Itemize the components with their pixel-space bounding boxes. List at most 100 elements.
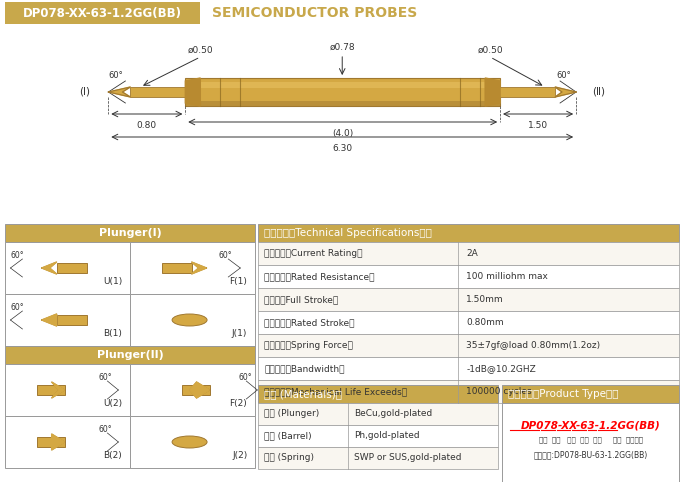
Bar: [185, 82, 500, 88]
Text: 60°: 60°: [11, 251, 24, 260]
Text: ø0.78: ø0.78: [330, 43, 355, 52]
Text: 0.80mm: 0.80mm: [466, 318, 504, 327]
Bar: [161, 263, 192, 273]
Text: 6.30: 6.30: [332, 144, 352, 153]
Bar: [259, 425, 498, 447]
Bar: [57, 263, 87, 273]
Text: (4.0): (4.0): [332, 129, 354, 138]
Bar: [5, 294, 131, 346]
Bar: [5, 416, 131, 468]
Ellipse shape: [172, 314, 207, 326]
Bar: [259, 242, 679, 265]
Text: 额定电阻（Rated Resistance）: 额定电阻（Rated Resistance）: [264, 272, 375, 281]
Text: 100 milliohm max: 100 milliohm max: [466, 272, 548, 281]
Bar: [181, 385, 209, 395]
Bar: [185, 78, 500, 106]
Polygon shape: [485, 78, 500, 106]
Text: 技术要求（Technical Specifications）：: 技术要求（Technical Specifications）：: [264, 228, 432, 238]
Bar: [131, 242, 255, 294]
Text: BeCu,gold-plated: BeCu,gold-plated: [354, 410, 432, 418]
Polygon shape: [42, 314, 57, 326]
Bar: [259, 288, 679, 311]
Text: 订购举例:DP078-BU-63-1.2GG(BB): 订购举例:DP078-BU-63-1.2GG(BB): [534, 451, 648, 459]
Text: Ph,gold-plated: Ph,gold-plated: [354, 431, 420, 441]
Text: 1.50mm: 1.50mm: [466, 295, 504, 304]
Text: F(1): F(1): [229, 277, 248, 286]
Text: J(2): J(2): [232, 451, 248, 460]
Polygon shape: [52, 434, 65, 450]
Text: 频率带宽（Bandwidth）: 频率带宽（Bandwidth）: [264, 364, 345, 373]
Bar: [5, 346, 255, 364]
Text: U(2): U(2): [103, 399, 122, 408]
Bar: [485, 87, 555, 97]
Text: J(1): J(1): [232, 329, 248, 338]
Bar: [259, 357, 679, 380]
Text: (Ⅱ): (Ⅱ): [592, 87, 605, 97]
Text: SWP or SUS,gold-plated: SWP or SUS,gold-plated: [354, 454, 462, 463]
Bar: [5, 2, 200, 24]
Bar: [5, 224, 255, 242]
Text: ø0.50: ø0.50: [187, 46, 213, 55]
Polygon shape: [189, 382, 209, 398]
Text: 额定电流（Current Rating）: 额定电流（Current Rating）: [264, 249, 363, 258]
Text: 材质 (Materials)：: 材质 (Materials)：: [264, 389, 342, 399]
Text: 1.50: 1.50: [528, 121, 548, 130]
Text: 针管 (Barrel): 针管 (Barrel): [264, 431, 312, 441]
Text: 弹簧 (Spring): 弹簧 (Spring): [264, 454, 314, 463]
Bar: [5, 364, 131, 416]
Bar: [259, 403, 498, 425]
Bar: [259, 447, 498, 469]
Bar: [259, 380, 679, 403]
Bar: [5, 242, 131, 294]
Bar: [131, 294, 255, 346]
Bar: [502, 385, 679, 403]
Text: ø0.50: ø0.50: [477, 46, 503, 55]
Text: 60°: 60°: [11, 303, 24, 312]
Text: F(2): F(2): [230, 399, 248, 408]
Bar: [57, 315, 87, 325]
Text: Plunger(II): Plunger(II): [97, 350, 163, 360]
Text: 额定行程（Rated Stroke）: 额定行程（Rated Stroke）: [264, 318, 355, 327]
Text: 系列  规格   头型  总长  弹力     镀金  针头材质: 系列 规格 头型 总长 弹力 镀金 针头材质: [538, 437, 642, 443]
Bar: [185, 101, 500, 106]
Bar: [131, 87, 200, 97]
Text: 60°: 60°: [218, 251, 232, 260]
Text: 60°: 60°: [98, 373, 112, 382]
Text: DP078-XX-63-1.2GG(BB): DP078-XX-63-1.2GG(BB): [521, 420, 661, 430]
Bar: [259, 385, 498, 403]
Bar: [259, 265, 679, 288]
Text: 100000 cycles: 100000 cycles: [466, 387, 531, 396]
Text: (Ⅰ): (Ⅰ): [79, 87, 90, 97]
Bar: [131, 364, 255, 416]
Polygon shape: [42, 262, 57, 274]
Polygon shape: [555, 87, 576, 97]
Polygon shape: [192, 262, 207, 274]
Text: 测试寿命（Mechanical Life Exceeds）: 测试寿命（Mechanical Life Exceeds）: [264, 387, 408, 396]
Bar: [131, 416, 255, 468]
Text: 成品型号（Product Type）：: 成品型号（Product Type）：: [508, 389, 618, 399]
Bar: [259, 224, 679, 242]
Bar: [259, 311, 679, 334]
Polygon shape: [185, 78, 200, 106]
Text: 满行程（Full Stroke）: 满行程（Full Stroke）: [264, 295, 339, 304]
Ellipse shape: [172, 436, 207, 448]
Bar: [37, 437, 65, 447]
Text: SEMICONDUCTOR PROBES: SEMICONDUCTOR PROBES: [212, 6, 417, 20]
Polygon shape: [108, 87, 131, 97]
Text: 60°: 60°: [98, 425, 112, 434]
Bar: [37, 385, 65, 395]
Text: 60°: 60°: [239, 373, 252, 382]
Text: Plunger(I): Plunger(I): [99, 228, 161, 238]
Text: 60°: 60°: [108, 71, 122, 80]
Text: DP078-XX-63-1.2GG(BB): DP078-XX-63-1.2GG(BB): [23, 6, 182, 19]
Text: B(2): B(2): [103, 451, 122, 460]
Bar: [502, 403, 679, 482]
Text: B(1): B(1): [103, 329, 122, 338]
Bar: [259, 334, 679, 357]
Text: U(1): U(1): [103, 277, 122, 286]
Text: 35±7gf@load 0.80mm(1.2oz): 35±7gf@load 0.80mm(1.2oz): [466, 341, 601, 350]
Text: 60°: 60°: [557, 71, 571, 80]
Text: -1dB@10.2GHZ: -1dB@10.2GHZ: [466, 364, 536, 373]
Text: 0.80: 0.80: [137, 121, 157, 130]
Polygon shape: [52, 382, 65, 398]
